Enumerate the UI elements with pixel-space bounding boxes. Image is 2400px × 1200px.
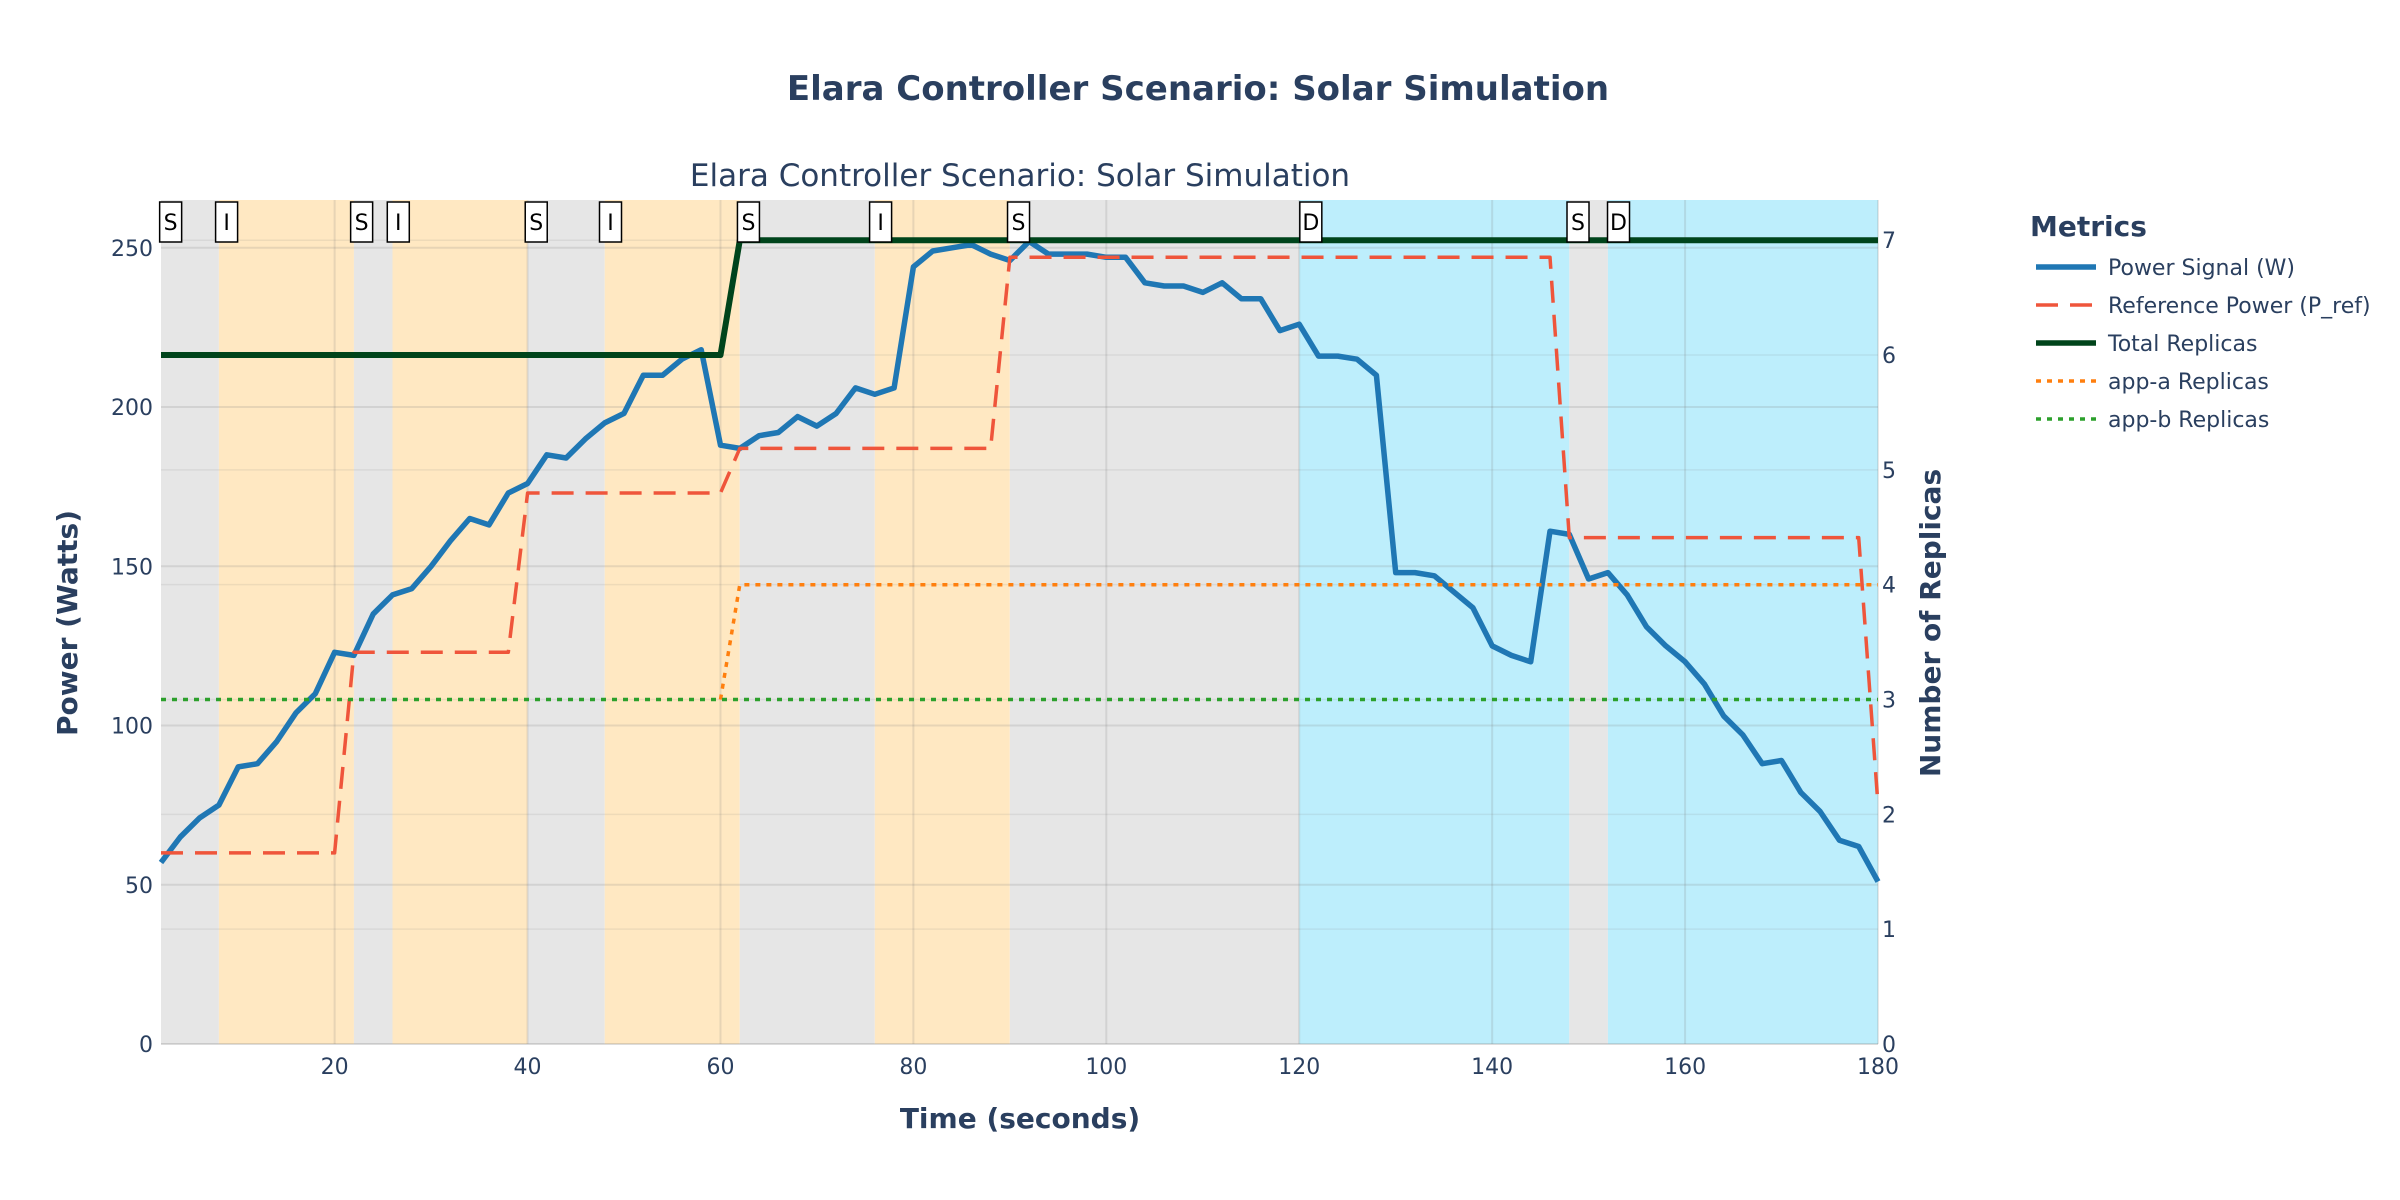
legend-label: Total Replicas (2107, 332, 2257, 357)
x-tick-label-4: 100 (1085, 1055, 1127, 1080)
legend-label: app-b Replicas (2108, 408, 2269, 433)
y-tick-label-2: 100 (111, 715, 153, 740)
phase-regions (161, 200, 1878, 1044)
x-tick-label-3: 80 (899, 1055, 927, 1080)
phase-marker-label: I (223, 211, 230, 236)
phase-region-7 (874, 200, 1010, 1044)
x-axis-ticks: 20 40 60 80 100 120 140 160 180 (321, 1055, 1899, 1080)
series-line-reference-power-p-ref (161, 255, 1880, 855)
phase-marker-box (1006, 201, 1031, 243)
phase-marker-box (1566, 201, 1590, 243)
phase-marker-box (386, 201, 411, 243)
phase-marker-box (736, 201, 761, 243)
phase-marker-4: S (524, 201, 548, 243)
chart-subtitle: Elara Controller Scenario: Solar Simulat… (690, 158, 1350, 194)
y-tick-label-0: 0 (139, 1033, 153, 1058)
phase-region-8 (1009, 200, 1300, 1044)
phase-region-9 (1299, 200, 1570, 1044)
phase-marker-box (524, 201, 548, 243)
legend-item-2: Total Replicas (2036, 332, 2257, 357)
phase-marker-box (1606, 201, 1631, 243)
phase-marker-6: S (736, 201, 761, 243)
y-axis-ticks: 0 50 100 150 200 250 (111, 237, 153, 1058)
phase-region-0 (161, 200, 219, 1044)
y2-tick-label-3: 3 (1882, 689, 1896, 714)
phase-marker-label: S (355, 211, 369, 236)
phase-marker-label: I (395, 211, 402, 236)
legend-label: Power Signal (W) (2108, 256, 2295, 281)
x-tick-label-5: 120 (1278, 1055, 1320, 1080)
legend-item-0: Power Signal (W) (2036, 256, 2295, 281)
phase-marker-box (349, 201, 374, 243)
phase-marker-9: D (1299, 201, 1323, 243)
phase-region-3 (392, 200, 528, 1044)
phase-marker-box (598, 201, 623, 243)
y-tick-label-3: 150 (111, 555, 153, 580)
legend-item-1: Reference Power (P_ref) (2036, 294, 2371, 319)
x-tick-label-6: 140 (1471, 1055, 1513, 1080)
series-line-power-signal-w (158, 238, 1881, 883)
phase-marker-box (158, 201, 183, 243)
phase-marker-11: D (1606, 201, 1631, 243)
phase-marker-3: I (386, 201, 411, 243)
phase-marker-label: S (1571, 211, 1585, 236)
x-tick-label-2: 60 (706, 1055, 734, 1080)
legend-label: Reference Power (P_ref) (2108, 294, 2371, 319)
phase-region-11 (1607, 200, 1878, 1044)
phase-marker-1: I (214, 201, 239, 243)
phase-marker-label: I (607, 211, 614, 236)
legend: Metrics Power Signal (W) Reference Power … (2030, 210, 2371, 433)
y2-tick-label-2: 2 (1882, 803, 1896, 828)
series-lines (158, 237, 1881, 883)
x-axis-title: Time (seconds) (900, 1102, 1140, 1135)
x-tick-label-7: 160 (1664, 1055, 1706, 1080)
y2-tick-label-7: 7 (1882, 229, 1896, 254)
phase-marker-label: S (164, 211, 178, 236)
y2-axis-title: Number of Replicas (1914, 469, 1947, 777)
x-tick-label-0: 20 (321, 1055, 349, 1080)
x-tick-label-1: 40 (514, 1055, 542, 1080)
y-axis-title: Power (Watts) (51, 510, 84, 736)
y2-tick-label-6: 6 (1882, 344, 1896, 369)
phase-region-4 (527, 200, 605, 1044)
phase-marker-box (214, 201, 239, 243)
legend-title: Metrics (2030, 210, 2147, 243)
phase-marker-8: S (1006, 201, 1031, 243)
phase-marker-label: S (1012, 211, 1026, 236)
x-tick-label-8: 180 (1857, 1055, 1899, 1080)
phase-marker-box (868, 201, 893, 243)
phase-region-6 (739, 200, 875, 1044)
phase-marker-label: D (1302, 211, 1319, 236)
y-tick-label-1: 50 (125, 874, 153, 899)
phase-marker-box (1299, 201, 1323, 243)
phase-marker-5: I (598, 201, 623, 243)
legend-label: app-a Replicas (2108, 370, 2269, 395)
phase-marker-10: S (1566, 201, 1590, 243)
phase-marker-2: S (349, 201, 374, 243)
phase-marker-label: D (1610, 211, 1627, 236)
legend-item-3: app-a Replicas (2036, 370, 2269, 395)
phase-region-1 (218, 200, 354, 1044)
phase-region-10 (1569, 200, 1608, 1044)
y2-tick-label-1: 1 (1882, 918, 1896, 943)
y2-axis-ticks: 0 1 2 3 4 5 6 7 (1882, 229, 1896, 1058)
y-tick-label-4: 200 (111, 396, 153, 421)
legend-item-4: app-b Replicas (2036, 408, 2269, 433)
y2-tick-label-0: 0 (1882, 1033, 1896, 1058)
phase-marker-label: S (741, 211, 755, 236)
phase-marker-0: S (158, 201, 183, 243)
y2-tick-label-4: 4 (1882, 574, 1896, 599)
phase-region-5 (604, 200, 740, 1044)
y-tick-label-5: 250 (111, 237, 153, 262)
phase-region-2 (353, 200, 393, 1044)
phase-marker-7: I (868, 201, 893, 243)
y2-tick-label-5: 5 (1882, 459, 1896, 484)
phase-marker-label: S (529, 211, 543, 236)
chart-title: Elara Controller Scenario: Solar Simulat… (787, 69, 1609, 109)
phase-marker-label: I (877, 211, 884, 236)
